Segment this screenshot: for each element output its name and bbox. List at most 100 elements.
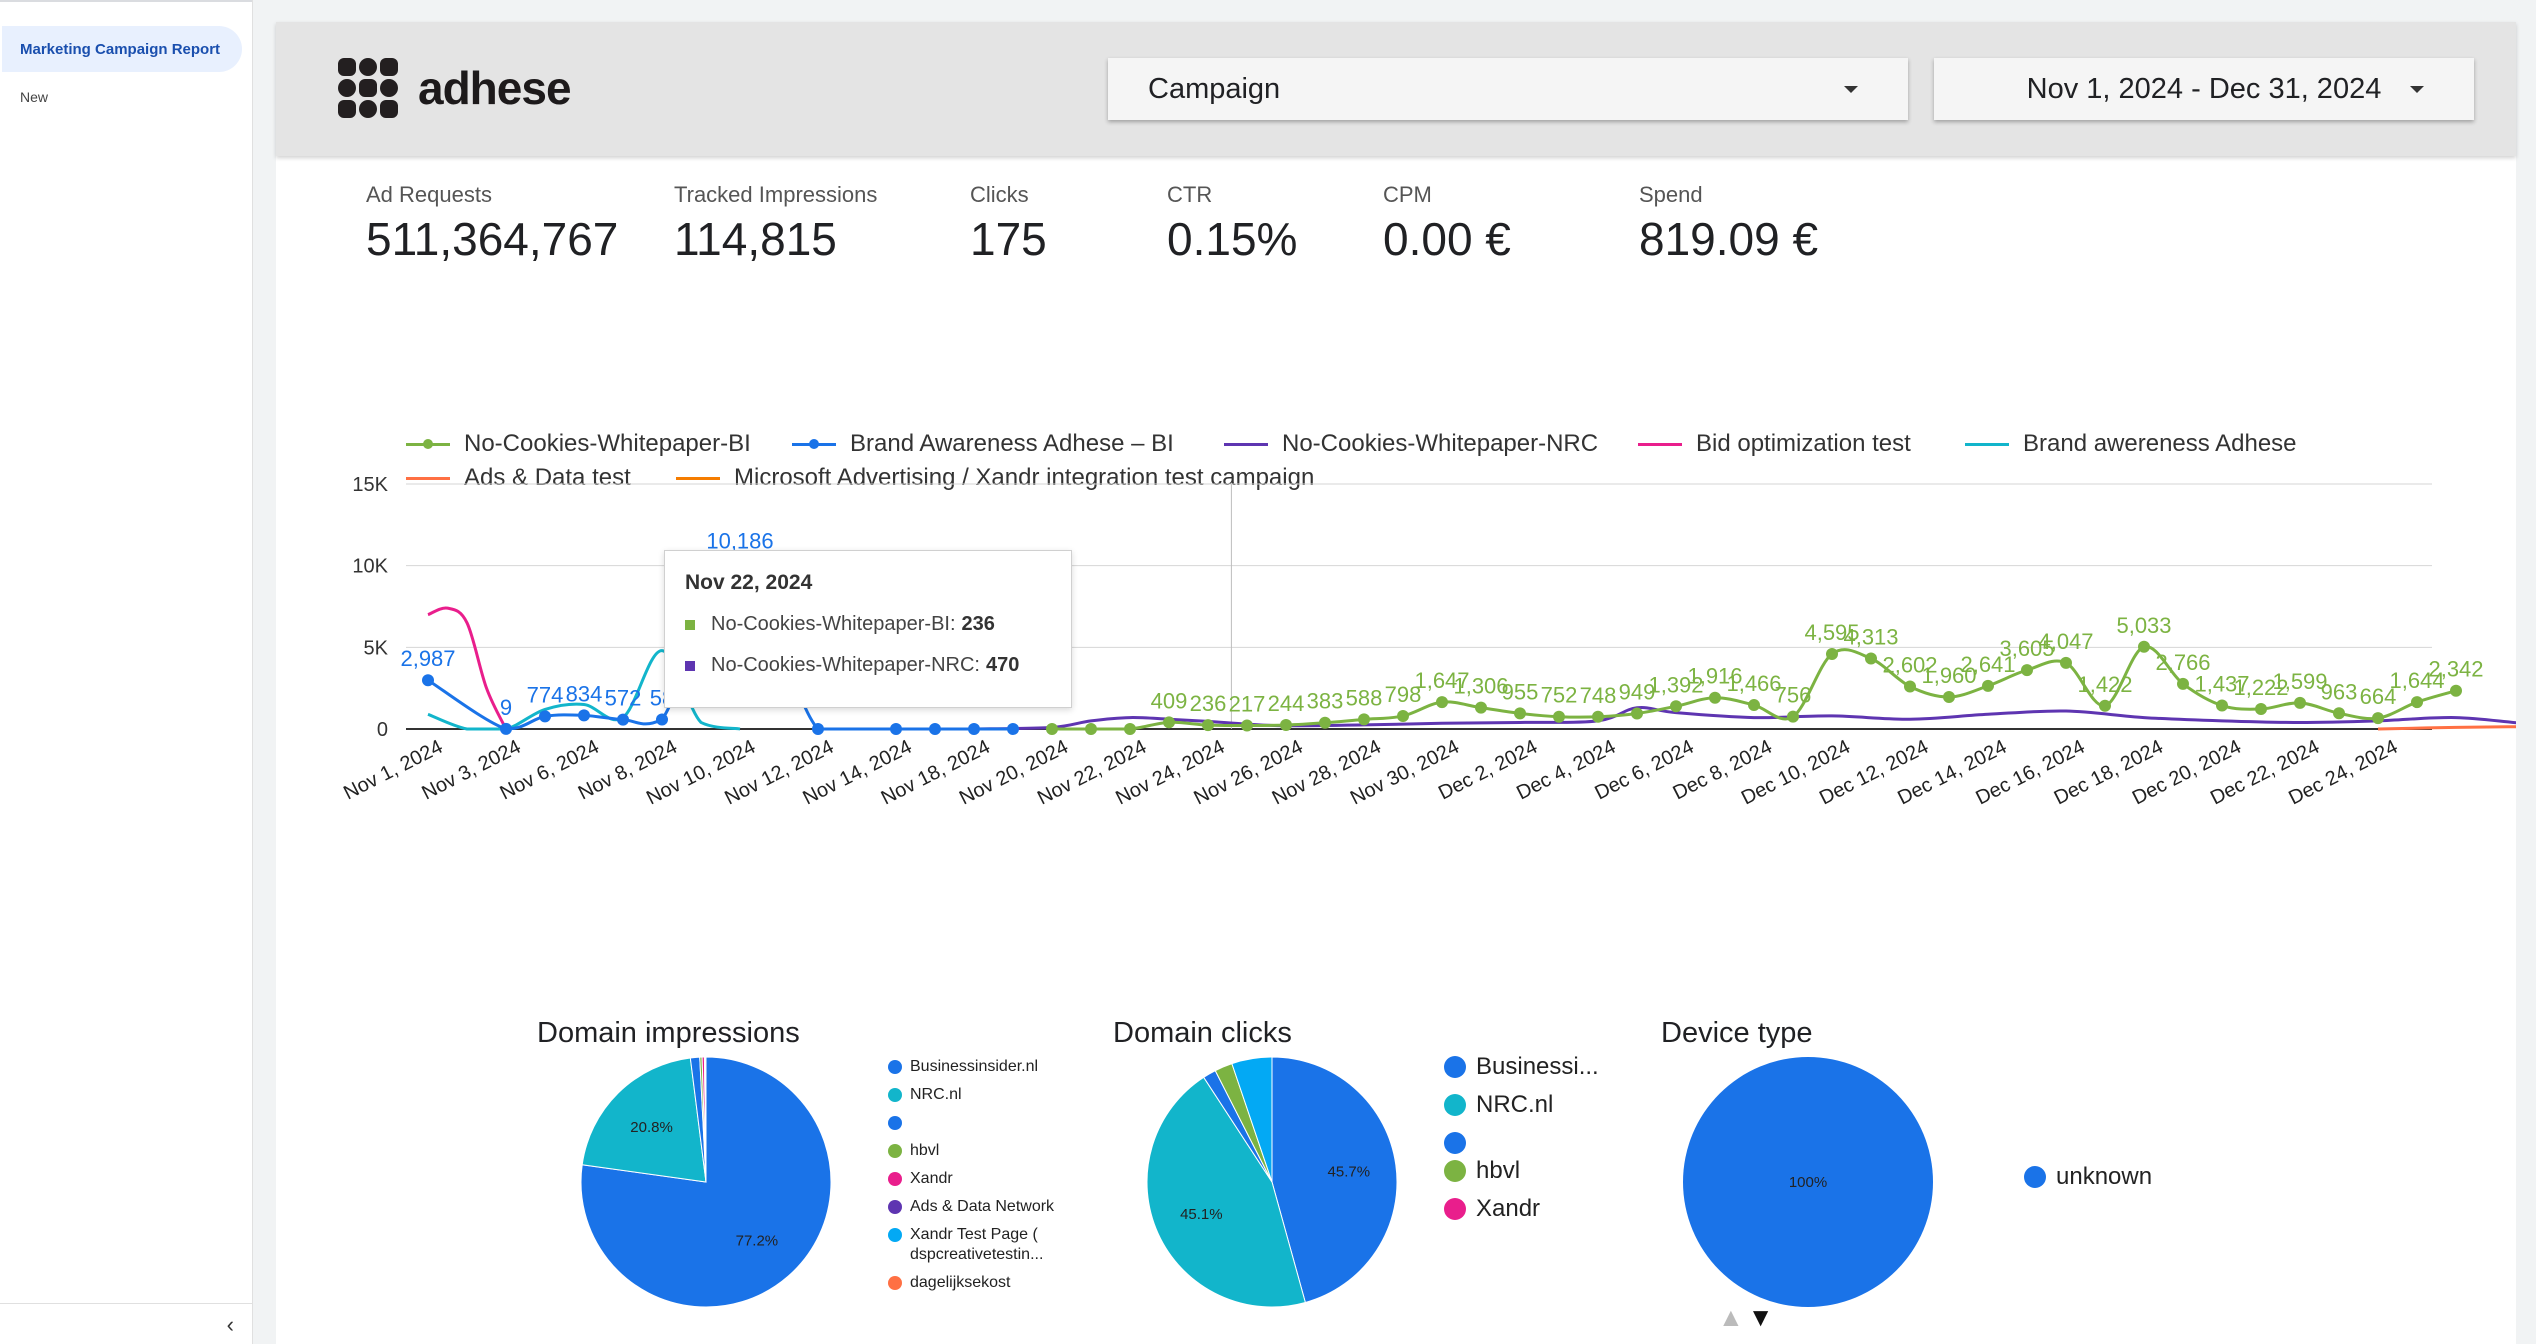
chart-tooltip: Nov 22, 2024 No-Cookies-Whitepaper-BI: 2… <box>664 550 1072 708</box>
data-point <box>1163 716 1175 729</box>
data-label: 4,595 <box>1804 620 1859 645</box>
data-point <box>2216 699 2228 712</box>
kpi-label: Spend <box>1639 182 1703 207</box>
sidebar-item-label: New <box>20 89 49 105</box>
legend-item-brand-awereness-adhese[interactable]: Brand awereness Adhese <box>1965 430 2297 458</box>
domain-clicks-pie[interactable]: 45.7% 45.1% <box>1142 1052 1402 1312</box>
pie-legend-item[interactable]: Businessi... <box>1444 1052 1604 1082</box>
legend-dot <box>1444 1198 1466 1220</box>
pie-legend-item[interactable]: Businessinsider.nl <box>888 1057 1058 1077</box>
pie-legend-item[interactable]: hbvl <box>1444 1156 1604 1186</box>
domain-clicks-legend: Businessi... NRC.nl hbvl Xandr <box>1444 1052 1604 1232</box>
series-swatch <box>685 660 695 671</box>
legend-dot <box>1444 1132 1466 1154</box>
legend-item-ads-data-test[interactable]: Ads & Data test <box>406 464 631 492</box>
pie-legend-item[interactable]: NRC.nl <box>888 1085 1058 1105</box>
pie-legend-item[interactable]: hbvl <box>888 1141 1058 1161</box>
legend-label: Brand awereness Adhese <box>2023 430 2297 457</box>
data-label: 3,605 <box>1999 636 2054 661</box>
arrow-down-icon[interactable]: ▼ <box>1747 1302 1774 1332</box>
y-tick-label: 0 <box>377 719 388 741</box>
legend-dot <box>888 1200 902 1214</box>
caret-down-icon <box>2410 86 2424 93</box>
kpi-ctr: CTR 0.15% <box>1167 182 1297 266</box>
chevron-left-icon[interactable]: ‹ <box>226 1312 234 1337</box>
data-point <box>2372 712 2384 725</box>
pie-legend-item[interactable]: unknown <box>2024 1162 2184 1192</box>
pie-legend-item[interactable]: Xandr Test Page ( dspcreativetestin... <box>888 1225 1058 1265</box>
kpi-tracked-impressions: Tracked Impressions 114,815 <box>674 182 877 266</box>
data-point <box>1280 719 1292 732</box>
domain-clicks-title: Domain clicks <box>1113 1017 1292 1049</box>
data-point <box>1670 700 1682 713</box>
date-range-dropdown[interactable]: Nov 1, 2024 - Dec 31, 2024 <box>1934 58 2474 120</box>
legend-item-brand-awareness-adhese-bi[interactable]: Brand Awareness Adhese – BI <box>792 430 1174 458</box>
logo: adhese <box>338 58 572 118</box>
sidebar: Marketing Campaign Report New ‹ <box>0 0 253 1344</box>
kpi-label: Tracked Impressions <box>674 182 878 207</box>
data-label: 1,644 <box>2389 668 2444 693</box>
date-range-value: Nov 1, 2024 - Dec 31, 2024 <box>2026 72 2382 105</box>
pie-slice-unknown <box>1683 1057 1933 1307</box>
pie-slice-label: 100% <box>1789 1174 1827 1191</box>
pie-legend-item[interactable] <box>1444 1128 1604 1154</box>
y-tick-label: 10K <box>352 556 388 578</box>
data-point <box>422 674 434 687</box>
tooltip-title: Nov 22, 2024 <box>685 571 813 594</box>
data-point <box>500 722 512 735</box>
data-label: 10,186 <box>706 529 773 554</box>
sidebar-item-new[interactable]: New <box>2 74 242 120</box>
report-header: adhese Campaign Nov 1, 2024 - Dec 31, 20… <box>276 22 2516 156</box>
legend-item-bid-optimization-test[interactable]: Bid optimization test <box>1638 430 1911 458</box>
data-label: 236 <box>1190 691 1227 716</box>
kpi-value: 114,815 <box>674 213 837 265</box>
device-type-pie[interactable]: 100% <box>1678 1052 1938 1312</box>
series-line-no-cookies-whitepaper-nrc <box>973 706 2516 731</box>
legend-swatch <box>676 470 720 486</box>
device-type-title: Device type <box>1661 1017 1813 1049</box>
legend-label: Brand Awareness Adhese – BI <box>850 430 1174 457</box>
data-point <box>968 723 980 735</box>
data-label: 4,047 <box>2038 629 2093 654</box>
kpi-cpm: CPM 0.00 € <box>1383 182 1511 266</box>
pie-legend-item[interactable]: Xandr <box>1444 1194 1604 1224</box>
legend-item-no-cookies-whitepaper-bi[interactable]: No-Cookies-Whitepaper-BI <box>406 430 751 458</box>
pie-legend-item[interactable]: Ads & Data Network <box>888 1197 1058 1217</box>
arrow-up-icon[interactable]: ▲ <box>1718 1302 1744 1332</box>
legend-dot <box>2024 1166 2046 1188</box>
data-point <box>1592 710 1604 723</box>
pie-legend-item[interactable]: dagelijksekost <box>888 1273 1058 1293</box>
data-label: 752 <box>1541 683 1578 708</box>
legend-dot <box>888 1276 902 1290</box>
data-label: 1,306 <box>1453 674 1508 699</box>
legend-dot <box>888 1116 902 1130</box>
campaign-dropdown[interactable]: Campaign <box>1108 58 1908 120</box>
legend-item-microsoft-advertising-xandr-integration-test-campaign[interactable]: Microsoft Advertising / Xandr integratio… <box>676 464 1314 492</box>
legend-item-no-cookies-whitepaper-nrc[interactable]: No-Cookies-Whitepaper-NRC <box>1224 430 1598 458</box>
tooltip-row-label: No-Cookies-Whitepaper-BI: <box>711 613 956 635</box>
legend-label: Xandr Test Page ( dspcreativetestin... <box>910 1226 1044 1263</box>
domain-impressions-pie[interactable]: 77.2% 20.8% <box>576 1052 836 1312</box>
tooltip-row: No-Cookies-Whitepaper-BI: 236 <box>685 613 1051 636</box>
pie-legend-item[interactable] <box>888 1113 1058 1133</box>
legend-label: Xandr <box>910 1170 953 1187</box>
legend-label: Microsoft Advertising / Xandr integratio… <box>734 464 1315 491</box>
data-point <box>1475 701 1487 714</box>
data-label: 748 <box>1580 683 1617 708</box>
kpi-value: 0.00 € <box>1383 213 1511 265</box>
data-point <box>2177 677 2189 690</box>
kpi-ad-requests: Ad Requests 511,364,767 <box>366 182 618 266</box>
legend-swatch <box>1638 436 1682 452</box>
sidebar-item-marketing-campaign-report[interactable]: Marketing Campaign Report <box>2 26 242 72</box>
logo-text: adhese <box>418 62 572 114</box>
pie-legend-item[interactable]: NRC.nl <box>1444 1090 1604 1120</box>
legend-dot <box>1444 1056 1466 1078</box>
sidebar-footer: ‹ <box>0 1303 252 1344</box>
legend-label: NRC.nl <box>910 1086 962 1103</box>
pie-slice-businessinsider-nl <box>580 1056 832 1308</box>
pie-legend-item[interactable]: Xandr <box>888 1169 1058 1189</box>
data-point <box>617 713 629 726</box>
data-label: 588 <box>1346 685 1383 710</box>
data-label: 5,033 <box>2116 613 2171 638</box>
